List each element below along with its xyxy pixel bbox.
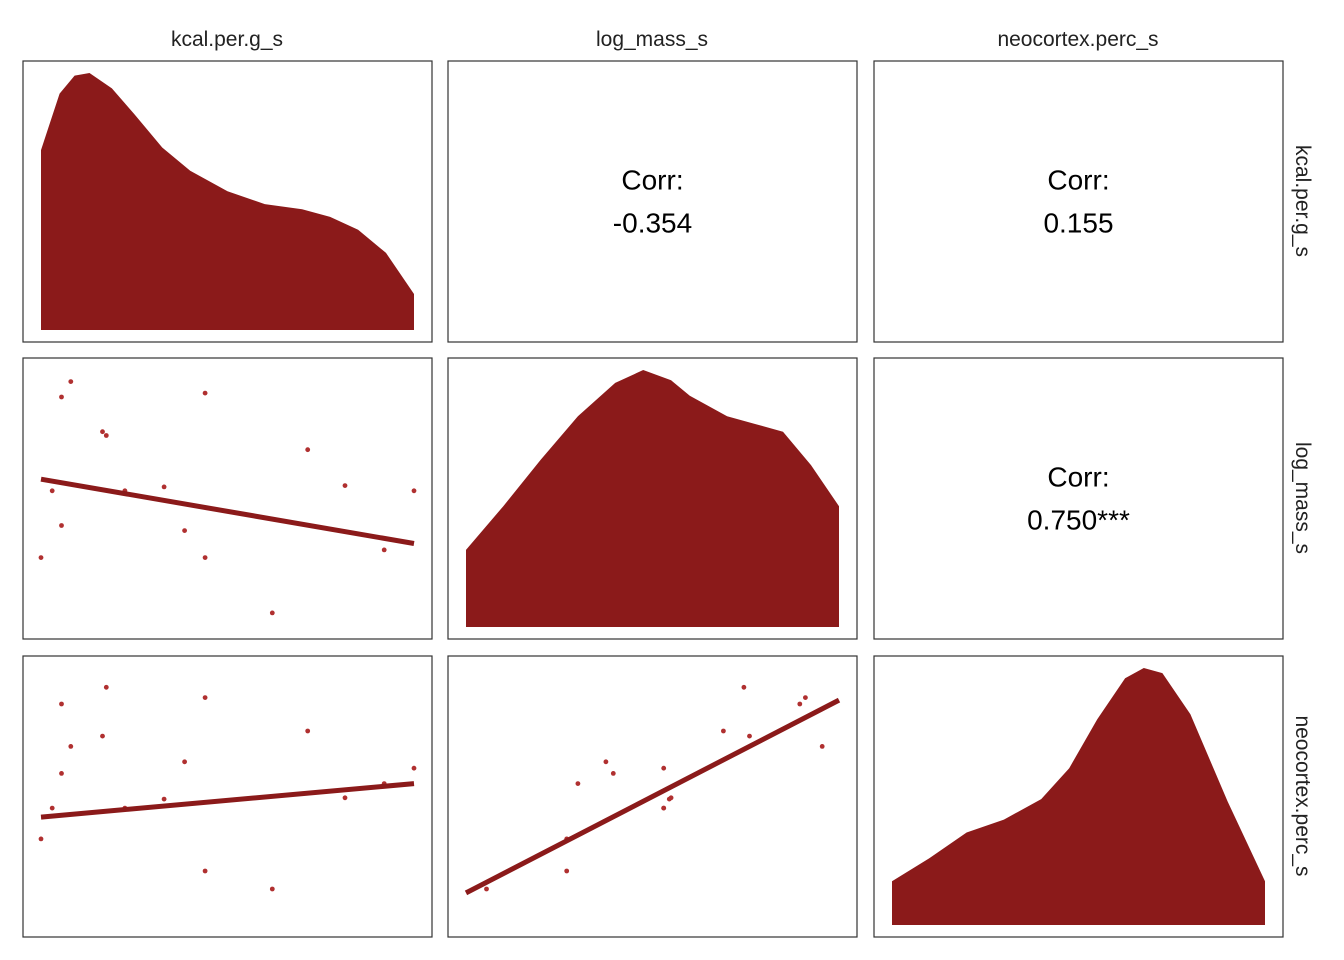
- scatter-point: [202, 555, 208, 560]
- scatter-point: [59, 701, 64, 707]
- panel-log_mass_s-vs-kcal.per.g_s: [22, 357, 433, 640]
- scatter-point: [161, 796, 167, 802]
- panel-neocortex.perc_s-vs-neocortex.perc_s: [873, 655, 1284, 938]
- scatter-point: [575, 781, 581, 786]
- panel-neocortex.perc_s-vs-kcal.per.g_s: [22, 655, 433, 938]
- regression-line: [40, 781, 415, 820]
- scatter-point: [741, 684, 747, 690]
- column-strip-labels: kcal.per.g_s log_mass_s neocortex.perc_s: [171, 28, 1159, 51]
- scatter-point: [38, 836, 44, 842]
- correlation-label: Corr:: [1047, 462, 1109, 493]
- correlation-label: Corr:: [1047, 165, 1109, 196]
- scatter-point: [49, 488, 55, 494]
- scatter-point: [182, 759, 188, 765]
- panel-neocortex.perc_s-vs-log_mass_s: [447, 655, 858, 938]
- scatter-point: [38, 555, 44, 560]
- scatter-point: [269, 886, 275, 892]
- density-neocortex.perc_s: [892, 668, 1265, 925]
- scatter-point: [202, 390, 208, 396]
- row-label-1: kcal.per.g_s: [1291, 145, 1314, 257]
- scatter-point: [103, 684, 109, 690]
- scatter-point: [819, 744, 825, 749]
- panel-kcal.per.g_s-vs-neocortex.perc_s: Corr: 0.155: [873, 60, 1284, 343]
- regression-line: [464, 697, 841, 896]
- scatter-point: [721, 728, 726, 734]
- scatter-point: [797, 701, 803, 707]
- scatter-point: [603, 759, 609, 765]
- scatter-point: [305, 728, 311, 734]
- scatter-point: [411, 765, 417, 771]
- correlation-value: 0.155: [1043, 208, 1113, 239]
- scatter-point: [610, 771, 616, 776]
- scatter-point: [100, 429, 105, 435]
- scatter-point: [668, 795, 674, 801]
- scatter-point: [59, 523, 64, 528]
- panel-frame: [447, 60, 858, 343]
- panel-log_mass_s-vs-log_mass_s: [447, 357, 858, 640]
- panels: Corr: -0.354 Corr: 0.155 Corr: 0.750***: [22, 60, 1284, 938]
- scatter-point: [269, 610, 275, 616]
- scatter-point: [100, 733, 105, 739]
- scatter-point: [103, 433, 109, 438]
- column-label-1: kcal.per.g_s: [171, 28, 283, 51]
- scatter-point: [68, 744, 74, 749]
- scatter-point: [411, 488, 417, 494]
- scatter-point: [182, 528, 188, 533]
- scatter-point: [342, 795, 348, 801]
- scatter-point: [747, 733, 752, 739]
- scatter-point: [564, 868, 570, 874]
- panel-frame: [873, 60, 1284, 343]
- scatter-point: [661, 805, 667, 811]
- scatter-point: [484, 886, 489, 892]
- scatter-point: [202, 695, 208, 700]
- scatter-point: [59, 394, 64, 400]
- scatter-point: [202, 868, 208, 874]
- scatter-point: [305, 447, 311, 453]
- panel-kcal.per.g_s-vs-kcal.per.g_s: [22, 60, 433, 343]
- scatter-point: [661, 765, 667, 771]
- scatter-point: [803, 695, 808, 700]
- row-label-3: neocortex.perc_s: [1291, 715, 1314, 876]
- scatter-point: [161, 484, 167, 490]
- column-label-3: neocortex.perc_s: [997, 28, 1158, 51]
- regression-line: [40, 476, 415, 546]
- panel-frame: [22, 655, 433, 938]
- scatter-point: [342, 483, 348, 488]
- scatter-point: [68, 379, 74, 384]
- density-kcal.per.g_s: [41, 73, 414, 330]
- panel-frame: [873, 357, 1284, 640]
- scatter-point: [381, 547, 387, 553]
- correlation-value: -0.354: [613, 208, 692, 239]
- correlation-label: Corr:: [621, 165, 683, 196]
- panel-kcal.per.g_s-vs-log_mass_s: Corr: -0.354: [447, 60, 858, 343]
- row-strip-labels: kcal.per.g_s log_mass_s neocortex.perc_s: [1291, 145, 1314, 877]
- density-log_mass_s: [466, 370, 839, 627]
- panel-log_mass_s-vs-neocortex.perc_s: Corr: 0.750***: [873, 357, 1284, 640]
- panel-frame: [22, 357, 433, 640]
- row-label-2: log_mass_s: [1291, 442, 1314, 554]
- scatter-point: [59, 771, 64, 776]
- correlation-value: 0.750***: [1027, 505, 1130, 536]
- scatter-point: [49, 805, 55, 811]
- column-label-2: log_mass_s: [596, 28, 708, 51]
